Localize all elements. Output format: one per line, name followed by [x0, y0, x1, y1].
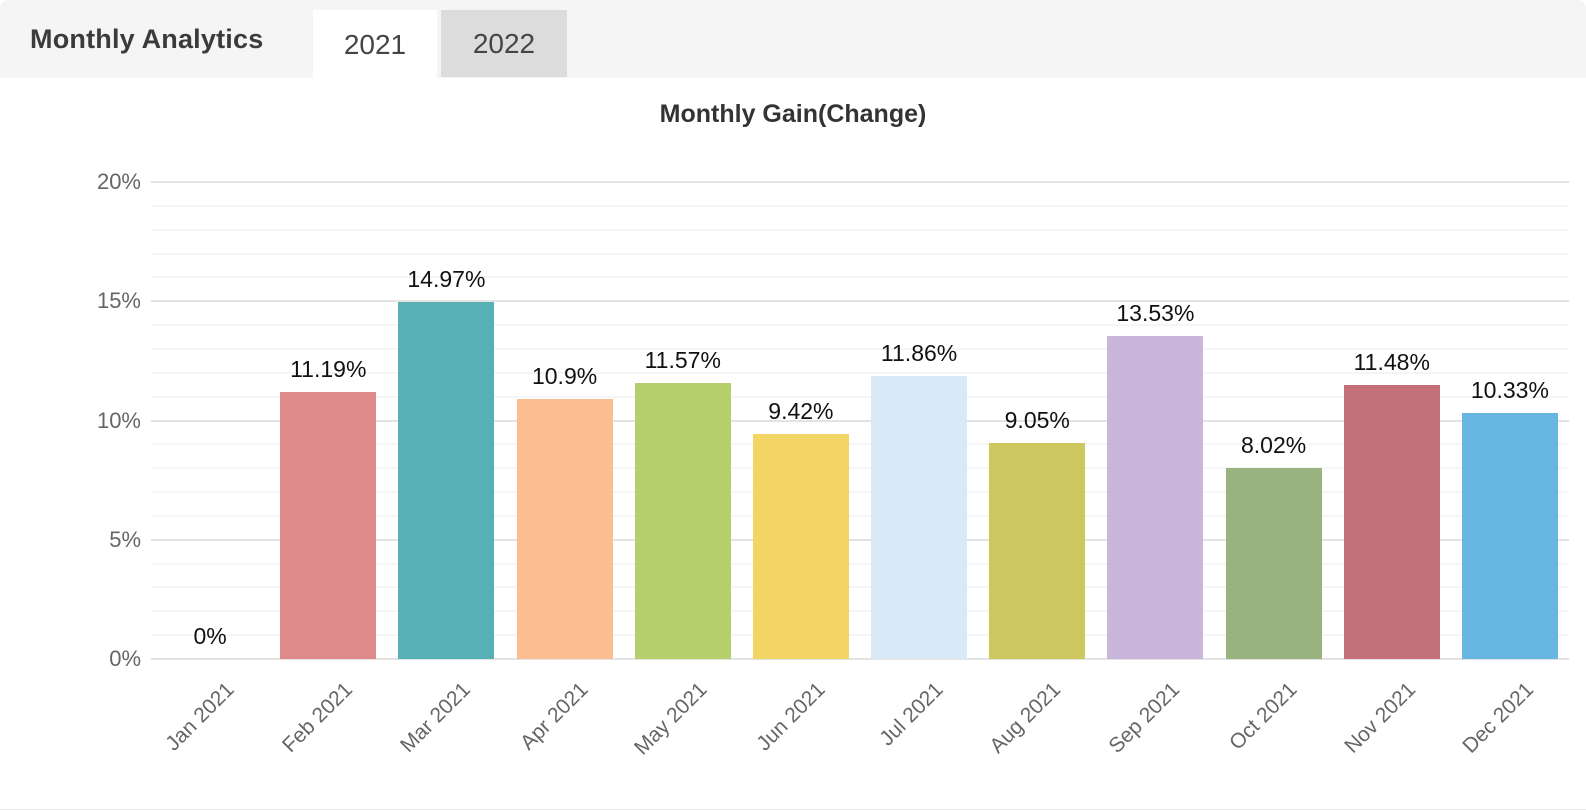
bar-value-label: 0% [193, 623, 227, 649]
minor-gridline [151, 562, 1569, 565]
major-gridline [151, 181, 1569, 183]
x-axis-label: Oct 2021 [1225, 678, 1302, 755]
header-bar: Monthly Analytics 2021 2022 [0, 0, 1586, 80]
x-axis-label: Feb 2021 [277, 678, 357, 758]
page-title: Monthly Analytics [30, 23, 264, 54]
bar[interactable] [989, 443, 1086, 659]
bar[interactable] [1107, 336, 1204, 659]
minor-gridline [151, 276, 1569, 279]
minor-gridline [151, 204, 1569, 207]
minor-gridline [151, 371, 1569, 374]
x-axis-label: Jan 2021 [160, 678, 239, 756]
minor-gridline [151, 347, 1569, 350]
major-gridline [151, 538, 1569, 541]
bar[interactable] [1225, 467, 1322, 659]
bar[interactable] [516, 399, 613, 659]
x-axis-label: Jul 2021 [874, 678, 948, 751]
major-gridline [151, 300, 1569, 303]
bar[interactable] [1461, 412, 1558, 659]
bar[interactable] [1343, 385, 1440, 659]
bar-value-label: 13.53% [1116, 300, 1195, 327]
minor-gridline [151, 586, 1569, 589]
minor-gridline [151, 491, 1569, 494]
minor-gridline [151, 610, 1569, 613]
y-axis-tick-label: 15% [96, 288, 141, 314]
bar-value-label: 11.19% [290, 356, 367, 383]
x-axis-label: Dec 2021 [1458, 678, 1539, 758]
major-gridline [151, 658, 1569, 660]
bar-value-label: 9.05% [1004, 407, 1070, 434]
bar-value-label: 10.9% [531, 363, 598, 390]
bar-value-label: 11.86% [880, 340, 958, 367]
y-axis-tick-label: 0% [109, 646, 141, 671]
tab-2022[interactable]: 2022 [441, 10, 567, 77]
minor-gridline [151, 395, 1569, 398]
chart-title: Monthly Gain(Change) [659, 100, 927, 128]
minor-gridline [151, 467, 1569, 470]
bar-value-label: 11.57% [644, 347, 721, 374]
bar-value-label: 10.33% [1470, 376, 1549, 403]
bar[interactable] [871, 376, 968, 659]
minor-gridline [151, 443, 1569, 446]
major-gridline [151, 419, 1569, 422]
bar[interactable] [280, 392, 377, 659]
y-axis-tick-label: 10% [96, 407, 141, 433]
minor-gridline [151, 252, 1569, 255]
x-axis-label: Sep 2021 [1103, 678, 1184, 758]
x-axis-label: Nov 2021 [1340, 678, 1421, 758]
x-axis-label: Mar 2021 [395, 678, 475, 757]
minor-gridline [151, 324, 1569, 327]
tab-2021[interactable]: 2021 [313, 10, 437, 80]
bar[interactable] [634, 383, 731, 659]
x-axis-label: Aug 2021 [985, 678, 1066, 758]
x-axis-label: May 2021 [629, 678, 712, 760]
bar[interactable] [398, 301, 495, 659]
y-axis-tick-label: 20% [96, 169, 141, 194]
bar[interactable] [752, 434, 849, 659]
minor-gridline [151, 514, 1569, 517]
minor-gridline [151, 634, 1569, 637]
minor-gridline [151, 228, 1569, 231]
bar-value-label: 11.48% [1353, 349, 1430, 376]
bar-value-label: 9.42% [768, 398, 834, 425]
x-axis-label: Apr 2021 [516, 678, 593, 755]
bar-value-label: 14.97% [407, 265, 486, 292]
bar-value-label: 8.02% [1240, 431, 1307, 458]
x-axis-label: Jun 2021 [751, 678, 830, 756]
y-axis-tick-label: 5% [109, 526, 141, 552]
